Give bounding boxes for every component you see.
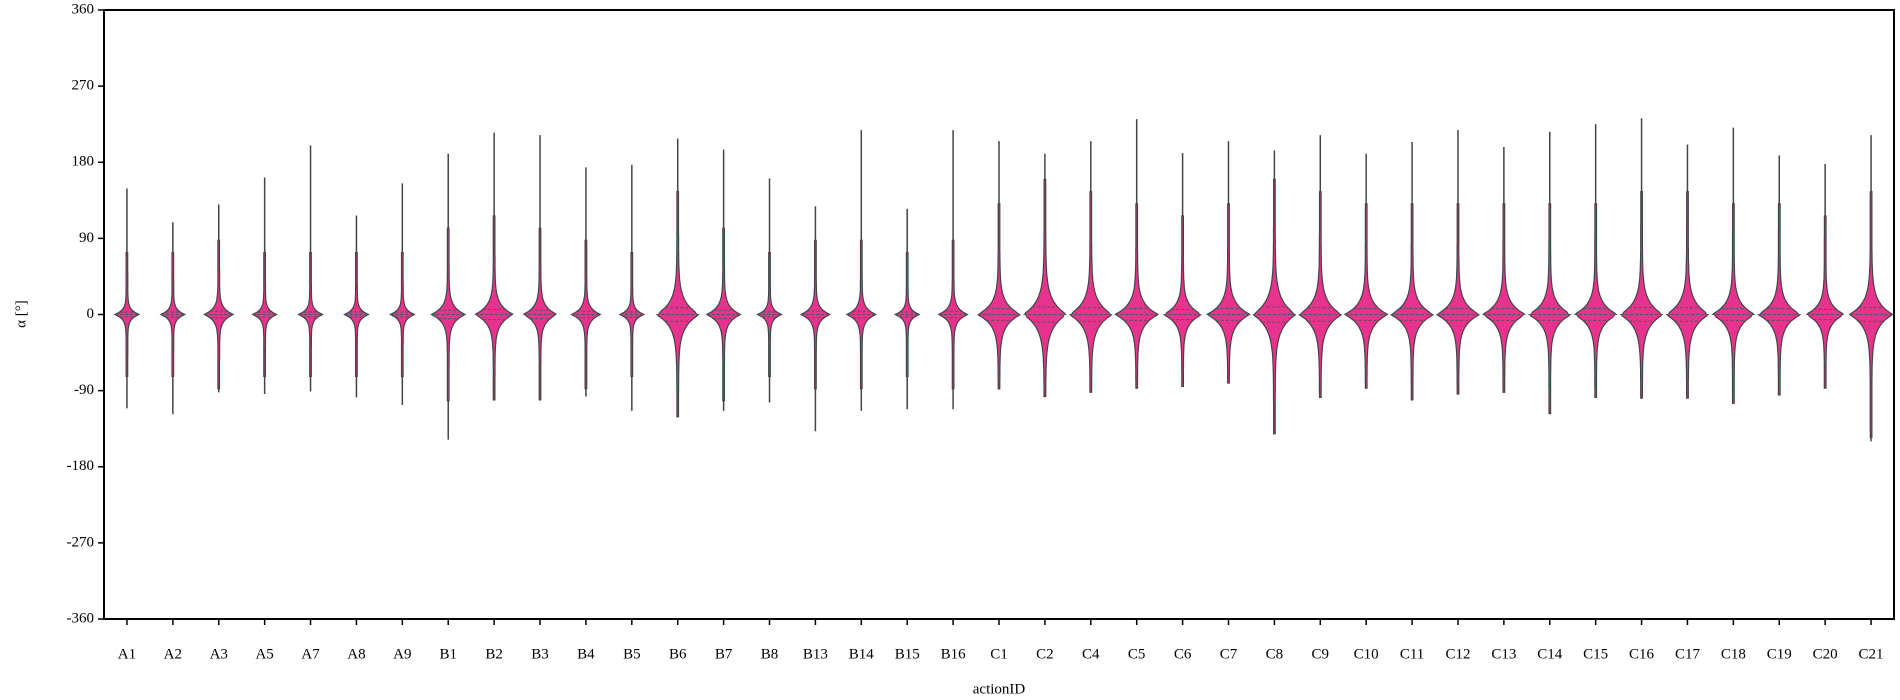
y-axis-label: α [°] [13, 300, 29, 328]
x-tick-label: C6 [1174, 646, 1192, 662]
x-tick-label: C8 [1266, 646, 1284, 662]
x-tick-label: B2 [485, 646, 503, 662]
violin-body [1436, 203, 1480, 395]
violin-body [570, 239, 602, 390]
violin-body [937, 239, 969, 390]
x-tick-label: A5 [255, 646, 273, 662]
x-tick-label: B6 [669, 646, 687, 662]
violin-body [1164, 215, 1201, 387]
violin-body [1343, 203, 1389, 389]
violin-body [1206, 203, 1251, 384]
x-axis-label: actionID [973, 681, 1026, 697]
x-tick-label: C19 [1767, 646, 1792, 662]
y-tick-label: -90 [74, 382, 94, 398]
x-tick-label: C15 [1583, 646, 1608, 662]
x-tick-label: C5 [1128, 646, 1146, 662]
x-tick-label: A3 [210, 646, 228, 662]
x-tick-label: A7 [301, 646, 320, 662]
violin-body [1482, 203, 1525, 393]
violin-body [1667, 191, 1708, 399]
x-tick-label: C7 [1220, 646, 1238, 662]
x-tick-label: B8 [761, 646, 779, 662]
x-tick-label: B15 [895, 646, 920, 662]
x-tick-label: B5 [623, 646, 641, 662]
violin-body [1758, 203, 1801, 396]
x-tick-label: C11 [1400, 646, 1424, 662]
x-tick-label: C21 [1859, 646, 1884, 662]
x-tick-label: C18 [1721, 646, 1746, 662]
x-tick-label: B3 [531, 646, 549, 662]
violin-body [1298, 191, 1342, 398]
x-tick-label: C4 [1082, 646, 1100, 662]
x-tick-label: A9 [393, 646, 411, 662]
y-tick-label: 0 [87, 306, 95, 322]
x-tick-label: A8 [347, 646, 365, 662]
violin-body [1114, 203, 1160, 389]
violin-body [1024, 178, 1066, 398]
x-tick-label: B7 [715, 646, 733, 662]
y-tick-label: -180 [67, 458, 95, 474]
x-tick-label: B13 [803, 646, 828, 662]
x-tick-label: B16 [941, 646, 967, 662]
violin-body [474, 215, 514, 401]
violin-body [1069, 191, 1112, 393]
x-tick-label: C12 [1445, 646, 1470, 662]
x-tick-label: C14 [1537, 646, 1563, 662]
y-tick-label: 360 [72, 1, 95, 17]
y-tick-label: -360 [67, 610, 95, 626]
x-tick-label: B4 [577, 646, 595, 662]
x-tick-label: B14 [849, 646, 875, 662]
x-tick-label: C20 [1813, 646, 1838, 662]
x-tick-label: A1 [118, 646, 136, 662]
x-tick-label: C16 [1629, 646, 1655, 662]
y-tick-label: 90 [79, 230, 94, 246]
violin-body [1621, 191, 1662, 399]
violin-body [1575, 203, 1617, 398]
violin-body [1390, 203, 1434, 401]
violin-body [845, 239, 877, 390]
violin-body [657, 191, 699, 418]
x-tick-label: C13 [1491, 646, 1516, 662]
x-tick-label: A2 [164, 646, 182, 662]
y-tick-label: 180 [72, 154, 95, 170]
x-tick-label: C1 [990, 646, 1008, 662]
violin-body [977, 203, 1021, 390]
violin-body [203, 239, 235, 390]
y-tick-label: 270 [72, 78, 95, 94]
violin-body [799, 239, 832, 390]
violin-body [1712, 203, 1754, 404]
x-tick-label: C9 [1312, 646, 1330, 662]
y-tick-label: -270 [67, 534, 95, 550]
x-tick-label: C10 [1354, 646, 1379, 662]
violin-body [1806, 215, 1844, 389]
x-tick-label: C17 [1675, 646, 1701, 662]
x-tick-label: B1 [439, 646, 457, 662]
x-tick-label: C2 [1036, 646, 1054, 662]
